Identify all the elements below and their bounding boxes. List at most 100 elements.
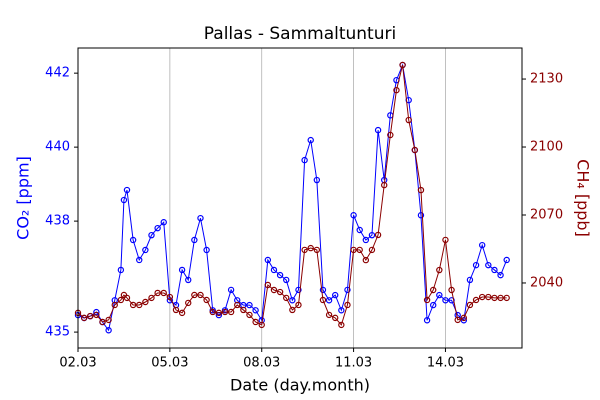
marker — [129, 301, 137, 309]
series-line — [77, 64, 507, 326]
marker — [148, 294, 155, 302]
marker — [417, 186, 425, 194]
marker — [264, 281, 272, 289]
marker — [87, 312, 94, 320]
marker — [325, 297, 333, 304]
marker — [430, 301, 437, 309]
marker — [307, 136, 314, 144]
marker — [350, 246, 357, 254]
marker — [423, 296, 431, 304]
marker — [466, 301, 474, 309]
marker — [117, 296, 125, 304]
marker — [142, 298, 149, 306]
marker — [105, 327, 112, 334]
marker — [246, 311, 253, 319]
marker — [209, 308, 216, 316]
marker — [448, 286, 455, 294]
marker — [129, 236, 137, 244]
marker — [203, 296, 210, 304]
y2-axis-label: CH₄ [ppb] — [574, 159, 593, 237]
marker — [117, 266, 125, 274]
marker — [185, 299, 192, 307]
marker — [99, 318, 106, 326]
x-tick-label: 11.03 — [335, 356, 372, 371]
marker — [283, 294, 290, 302]
marker — [368, 246, 376, 254]
marker — [436, 291, 443, 299]
marker — [319, 286, 327, 294]
x-tick-label: 02.03 — [59, 356, 96, 371]
marker — [185, 276, 192, 284]
marker — [203, 246, 210, 254]
y2-tick-label: 2100 — [530, 140, 563, 155]
marker — [442, 297, 449, 304]
marker — [356, 226, 363, 234]
marker — [356, 246, 363, 254]
marker — [411, 146, 419, 154]
chart-title: Pallas - Sammaltunturi — [204, 24, 396, 44]
marker — [289, 306, 296, 314]
marker — [478, 293, 486, 301]
marker — [172, 306, 180, 314]
marker — [344, 286, 351, 294]
marker — [178, 266, 186, 274]
marker — [436, 266, 443, 274]
marker — [405, 116, 412, 124]
marker — [325, 311, 333, 319]
marker — [472, 261, 480, 269]
marker — [344, 301, 351, 309]
marker — [313, 246, 321, 254]
y2-tick-label: 2130 — [530, 72, 563, 87]
marker — [123, 294, 131, 302]
marker — [276, 288, 284, 296]
x-tick-label: 05.03 — [151, 356, 188, 371]
marker — [197, 291, 204, 299]
marker — [166, 293, 174, 301]
marker — [148, 231, 155, 239]
marker — [221, 308, 229, 316]
y2-tick-label: 2070 — [530, 207, 563, 222]
marker — [374, 231, 382, 239]
marker — [485, 293, 492, 301]
marker — [503, 256, 510, 264]
marker — [252, 318, 259, 326]
marker — [460, 314, 468, 322]
marker — [191, 236, 198, 244]
marker — [503, 294, 510, 302]
marker — [136, 256, 143, 264]
marker — [478, 241, 486, 249]
marker — [338, 321, 345, 329]
marker — [374, 126, 382, 134]
marker — [234, 301, 241, 309]
marker — [466, 276, 474, 284]
marker — [301, 246, 308, 254]
marker — [227, 286, 235, 294]
marker — [430, 286, 437, 294]
marker — [80, 314, 88, 322]
marker — [264, 256, 272, 264]
marker — [270, 286, 278, 294]
marker — [295, 286, 302, 294]
marker — [417, 212, 425, 219]
marker — [191, 291, 198, 299]
marker — [313, 176, 321, 184]
marker — [491, 266, 498, 274]
marker — [332, 291, 339, 299]
marker — [246, 301, 253, 309]
marker — [136, 301, 143, 309]
marker — [270, 266, 278, 274]
marker — [105, 316, 112, 324]
marker — [258, 321, 265, 329]
marker — [442, 236, 449, 244]
marker — [491, 294, 498, 302]
x-axis-label: Date (day.month) — [230, 376, 370, 395]
marker — [485, 261, 492, 269]
series-line — [77, 63, 508, 332]
marker — [289, 297, 296, 304]
marker — [160, 219, 167, 226]
marker — [350, 212, 357, 219]
marker — [160, 289, 167, 297]
marker — [111, 301, 118, 309]
marker — [472, 296, 480, 304]
